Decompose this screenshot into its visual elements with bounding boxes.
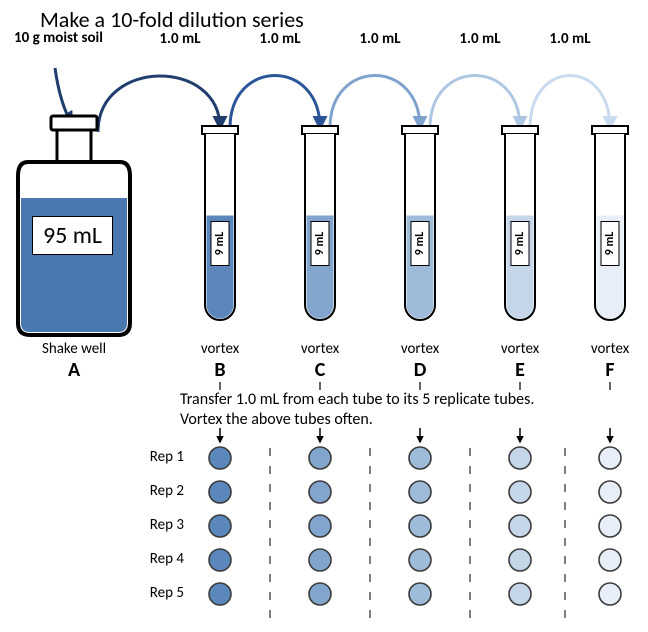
transfer-vol-4: 1.0 mL xyxy=(450,30,510,48)
column-letter-B: B xyxy=(200,358,240,382)
svg-text:9 mL: 9 mL xyxy=(603,232,617,256)
transfer-vol-3: 1.0 mL xyxy=(350,30,410,48)
under-label-F: vortex xyxy=(565,340,648,358)
bottle-volume-label: 95 mL xyxy=(32,216,113,255)
svg-text:9 mL: 9 mL xyxy=(313,232,327,256)
transfer-vol-5: 1.0 mL xyxy=(540,30,600,48)
rep-label-5: Rep 5 xyxy=(124,584,184,602)
instruction-1: Transfer 1.0 mL from each tube to its 5 … xyxy=(180,390,534,409)
column-letter-E: E xyxy=(500,358,540,382)
svg-text:9 mL: 9 mL xyxy=(213,232,227,256)
rep-label-4: Rep 4 xyxy=(124,550,184,568)
rep-label-3: Rep 3 xyxy=(124,516,184,534)
under-label-E: vortex xyxy=(475,340,565,358)
column-letter-F: F xyxy=(590,358,630,382)
instruction-2: Vortex the above tubes often. xyxy=(180,410,373,429)
soil-label: 10 g moist soil xyxy=(14,30,104,46)
column-letter-C: C xyxy=(300,358,340,382)
under-label-C: vortex xyxy=(275,340,365,358)
column-letter-D: D xyxy=(400,358,440,382)
transfer-vol-1: 1.0 mL xyxy=(150,30,210,48)
svg-text:9 mL: 9 mL xyxy=(413,232,427,256)
under-label-D: vortex xyxy=(375,340,465,358)
under-label-B: vortex xyxy=(175,340,265,358)
transfer-vol-2: 1.0 mL xyxy=(250,30,310,48)
svg-text:9 mL: 9 mL xyxy=(513,232,527,256)
rep-label-2: Rep 2 xyxy=(124,482,184,500)
under-label-A: Shake well xyxy=(29,340,119,358)
rep-label-1: Rep 1 xyxy=(124,448,184,466)
column-letter-A: A xyxy=(54,358,94,382)
